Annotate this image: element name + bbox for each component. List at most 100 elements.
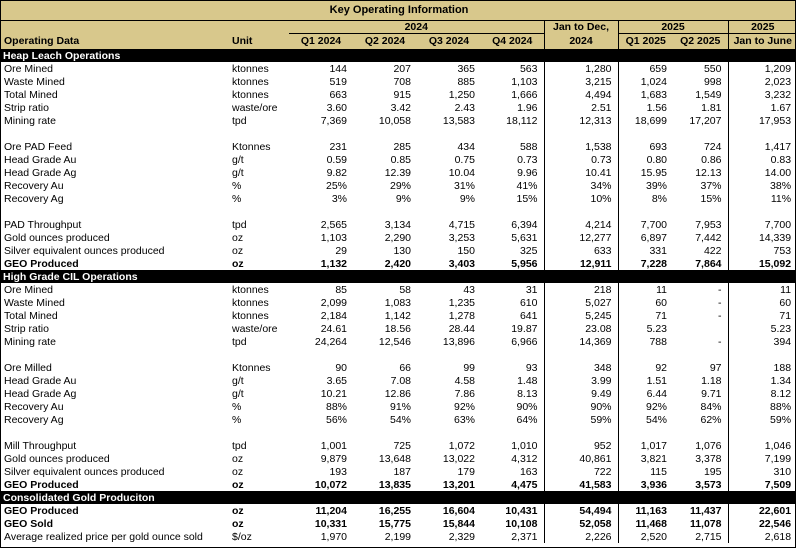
value-cell: 11: [727, 283, 795, 296]
value-cell: [673, 322, 728, 335]
value-cell: 22,601: [727, 504, 795, 517]
value-cell: 0.85: [390, 153, 411, 166]
table-row: Recovery Ag% 56% 54% 63% 64% 59% 54% 62% 59%: [1, 413, 795, 426]
value-cell: 34%: [543, 179, 619, 192]
value-cell: 348: [543, 361, 619, 374]
row-unit: oz: [232, 244, 244, 257]
row-unit: ktonnes: [232, 75, 269, 88]
value-cell: 4,214: [543, 218, 619, 231]
value-cell: 1.34: [727, 374, 795, 387]
value-cell: [727, 426, 795, 439]
row-unit: oz: [232, 257, 244, 270]
value-cell: 9%: [459, 192, 475, 205]
table-row: Mining rate tpd 7,369 10,058 13,583 18,112 12,…: [1, 114, 795, 127]
row-label: Recovery Au: [4, 400, 64, 413]
table-row: Head Grade Ag g/t 9.82 12.39 10.04 9.96 10.41 1…: [1, 166, 795, 179]
value-cell: 708: [393, 75, 411, 88]
value-cell: 5.23: [646, 322, 667, 335]
value-cell: 1.18: [701, 374, 722, 387]
row-unit: $/oz: [232, 530, 252, 543]
value-cell: 3,936: [640, 478, 667, 491]
value-cell: 2,199: [384, 530, 411, 543]
value-cell: 179: [457, 465, 475, 478]
col-header-q4-2024: Q4 2024: [481, 33, 544, 49]
table-row: Mill Throughput tpd 1,001 725 1,072 1,010 952 1…: [1, 439, 795, 452]
value-cell: 84%: [700, 400, 722, 413]
value-cell: 3,573: [695, 478, 722, 491]
row-label: Strip ratio: [4, 101, 49, 114]
value-cell: [417, 348, 481, 361]
row-label: Silver equivalent ounces produced: [4, 465, 165, 478]
col-header-q1-2024: Q1 2024: [289, 33, 353, 49]
value-cell: 40,861: [543, 452, 619, 465]
col-header-operating-data: Operating Data: [1, 33, 229, 49]
table-row: Total Mined ktonnes 663 915 1,250 1,666 4,494 1…: [1, 88, 795, 101]
header-spacer: [1, 20, 229, 33]
row-unit: %: [232, 179, 242, 192]
value-cell: 3,253: [448, 231, 475, 244]
value-cell: 41%: [516, 179, 538, 192]
row-label: Total Mined: [4, 88, 58, 101]
section-header-row: High Grade CIL Operations: [1, 270, 795, 283]
table-row: Silver equivalent ounces produced oz 193 18…: [1, 465, 795, 478]
table-body: Heap Leach Operations Ore Mined ktonnes 144…: [1, 49, 795, 543]
row-unit: oz: [232, 478, 244, 491]
row-label: [1, 426, 229, 439]
value-cell: 218: [543, 283, 619, 296]
value-cell: 563: [519, 62, 538, 75]
value-cell: 1.48: [517, 374, 538, 387]
value-cell: 12,277: [543, 231, 619, 244]
table-row: Recovery Au% 88% 91% 92% 90% 90% 92% 84% 88%: [1, 400, 795, 413]
value-cell: 663: [329, 88, 347, 101]
value-cell: 10,072: [314, 478, 347, 491]
row-unit: [229, 127, 289, 140]
value-cell: [481, 205, 544, 218]
value-cell: [727, 127, 795, 140]
row-label: Recovery Ag: [4, 192, 64, 205]
value-cell: 6,897: [640, 231, 667, 244]
row-unit: ktonnes: [232, 283, 269, 296]
value-cell: 10,431: [505, 504, 538, 517]
table-row: [1, 205, 795, 218]
value-cell: 1,072: [448, 439, 475, 452]
value-cell: 0.86: [701, 153, 722, 166]
value-cell: 2.43: [454, 101, 475, 114]
value-cell: 1.51: [646, 374, 667, 387]
value-cell: 7,700: [640, 218, 667, 231]
value-cell: 1,683: [640, 88, 667, 101]
value-cell: 54%: [389, 413, 411, 426]
value-cell: [543, 205, 619, 218]
row-unit: ktonnes: [232, 88, 269, 101]
value-cell: [543, 426, 619, 439]
value-cell: 1,083: [384, 296, 411, 309]
table-row: Ore Mined ktonnes 144 207 365 563 1,280 659 550 1…: [1, 62, 795, 75]
value-cell: [289, 127, 353, 140]
row-label: Strip ratio: [4, 322, 49, 335]
value-cell: 3,134: [384, 218, 411, 231]
value-cell: 92: [655, 361, 667, 374]
row-label: PAD Throughput: [4, 218, 82, 231]
value-cell: 3.42: [390, 101, 411, 114]
value-cell: 6,966: [511, 335, 538, 348]
col-header-jan-to-june: Jan to June: [727, 33, 795, 49]
value-cell: 92%: [453, 400, 475, 413]
value-cell: 18,112: [506, 114, 538, 127]
value-cell: 394: [727, 335, 795, 348]
value-cell: 285: [393, 140, 411, 153]
section-header-row: Consolidated Gold Produciton: [1, 491, 795, 504]
value-cell: 59%: [543, 413, 619, 426]
row-label: Waste Mined: [4, 75, 65, 88]
row-unit: g/t: [232, 374, 244, 387]
row-unit: Ktonnes: [232, 140, 271, 153]
value-cell: 952: [543, 439, 619, 452]
value-cell: 365: [457, 62, 475, 75]
row-unit: oz: [232, 504, 244, 517]
col-header-q2-2024: Q2 2024: [353, 33, 417, 49]
value-cell: 2,099: [320, 296, 347, 309]
value-cell: 5,956: [511, 257, 538, 270]
row-label: Recovery Au: [4, 179, 64, 192]
row-label: Gold ounces produced: [4, 452, 110, 465]
value-cell: 331: [649, 244, 667, 257]
value-cell: 9.96: [517, 166, 538, 179]
